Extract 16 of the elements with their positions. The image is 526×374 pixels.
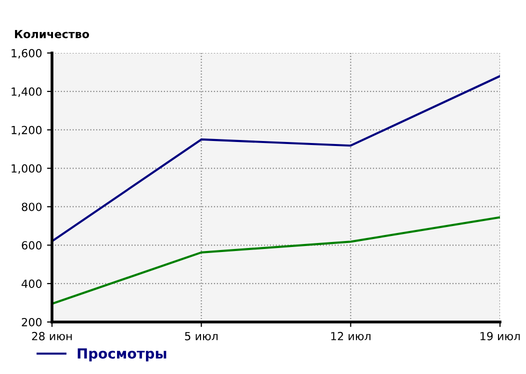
x-tick-label: 12 июл <box>331 332 370 340</box>
y-tick-label: 1,400 <box>12 87 42 97</box>
y-tick-label: 1,000 <box>12 164 42 174</box>
x-tick-label: 19 июл <box>480 332 520 340</box>
x-tick-label: 5 июл <box>185 332 218 340</box>
y-tick-label: 1,600 <box>12 48 42 59</box>
y-tick-label: 400 <box>22 280 42 288</box>
y-axis-title: Количество <box>15 30 90 38</box>
y-tick-label: 800 <box>22 202 42 212</box>
line-series <box>52 216 500 305</box>
y-tick-label: 600 <box>22 241 42 250</box>
x-tick-label: 28 июн <box>32 332 72 340</box>
y-tick-label: 200 <box>22 318 42 326</box>
legend-label: Просмотры <box>78 348 166 362</box>
line-series <box>52 75 500 242</box>
y-tick-label: 1,200 <box>12 126 42 136</box>
